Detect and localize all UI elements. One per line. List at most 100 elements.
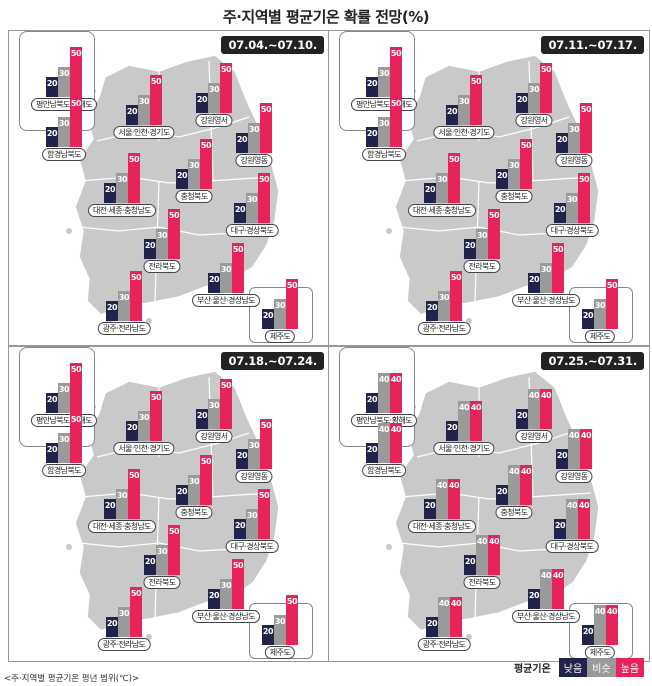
similar-probability-bar: 30 <box>156 229 168 259</box>
region-label: 전라북도 <box>463 576 501 589</box>
region-forecast: 20 30 50 강원영서 <box>169 47 259 127</box>
region-forecast: 20 30 50 광주·전라남도 <box>399 255 489 335</box>
low-probability-bar: 20 <box>104 183 116 203</box>
probability-bars: 20 30 50 <box>46 413 82 463</box>
similar-probability-bar: 30 <box>248 123 260 153</box>
similar-probability-bar: 30 <box>378 67 390 97</box>
probability-bars: 20 30 50 <box>554 173 590 223</box>
region-forecast: 20 30 50 대전·세종·충청남도 <box>77 137 167 217</box>
region-label: 서울·인천·경기도 <box>433 442 495 455</box>
low-probability-bar: 20 <box>424 499 436 519</box>
similar-probability-bar: 30 <box>458 95 470 125</box>
high-probability-bar: 50 <box>128 153 140 203</box>
low-probability-bar: 20 <box>46 77 58 97</box>
similar-probability-bar: 40 <box>438 597 450 637</box>
region-label: 충청북도 <box>495 506 533 519</box>
region-label: 대구·경상북도 <box>545 224 599 237</box>
similar-probability-bar: 30 <box>438 291 450 321</box>
high-probability-bar: 50 <box>130 271 142 321</box>
low-probability-bar: 20 <box>366 393 378 413</box>
similar-probability-bar: 40 <box>540 569 552 609</box>
region-forecast: 20 40 40 대전·세종·충청남도 <box>397 453 487 533</box>
region-label: 대구·경상북도 <box>225 540 279 553</box>
low-probability-bar: 20 <box>528 273 540 293</box>
region-forecast: 20 30 50 서울·인천·경기도 <box>99 375 189 455</box>
low-probability-bar: 20 <box>196 409 208 429</box>
region-forecast: 20 30 50 부산·울산·경상남도 <box>501 227 591 307</box>
probability-bars: 20 40 40 <box>582 605 618 645</box>
high-probability-bar: 50 <box>70 97 82 147</box>
region-label: 충청북도 <box>495 190 533 203</box>
high-probability-bar: 50 <box>580 103 592 153</box>
region-forecast: 20 30 50 대구·경상북도 <box>527 157 617 237</box>
probability-bars: 20 30 50 <box>104 153 140 203</box>
probability-bars: 20 30 50 <box>426 271 462 321</box>
region-label: 서울·인천·경기도 <box>113 126 175 139</box>
region-forecast: 20 30 50 제주도 <box>235 579 325 659</box>
probability-bars: 20 30 50 <box>176 455 212 505</box>
probability-bars: 20 30 50 <box>366 97 402 147</box>
probability-bars: 20 30 50 <box>196 379 232 429</box>
high-probability-bar: 40 <box>390 373 402 413</box>
similar-probability-bar: 40 <box>594 605 606 645</box>
low-probability-bar: 20 <box>582 625 594 645</box>
island-shape <box>386 544 392 550</box>
high-probability-bar: 50 <box>128 469 140 519</box>
high-probability-bar: 40 <box>606 605 618 645</box>
region-forecast: 20 30 50 강원영동 <box>209 403 299 483</box>
similar-probability-bar: 30 <box>58 383 70 413</box>
region-label: 제주도 <box>264 646 296 659</box>
low-probability-bar: 20 <box>496 485 508 505</box>
period-label: 07.04.~07.10. <box>221 36 324 54</box>
similar-probability-bar: 30 <box>274 299 286 329</box>
province-border <box>80 176 272 184</box>
region-forecast: 20 30 50 강원영동 <box>209 87 299 167</box>
low-probability-bar: 20 <box>208 273 220 293</box>
region-label: 광주·전라남도 <box>97 322 151 335</box>
region-label: 강원영동 <box>555 154 593 167</box>
probability-bars: 20 30 50 <box>262 595 298 645</box>
probability-bars: 20 30 50 <box>582 279 618 329</box>
probability-bars: 20 40 40 <box>366 423 402 463</box>
similar-probability-bar: 30 <box>274 615 286 645</box>
probability-bars: 20 40 40 <box>556 429 592 469</box>
region-forecast: 20 30 50 광주·전라남도 <box>79 255 169 335</box>
probability-bars: 20 30 50 <box>46 363 82 413</box>
region-label: 광주·전라남도 <box>417 322 471 335</box>
low-probability-bar: 20 <box>556 133 568 153</box>
probability-bars: 20 30 50 <box>424 153 460 203</box>
island-shape <box>66 228 72 234</box>
probability-bars: 20 30 50 <box>234 173 270 223</box>
high-probability-bar: 50 <box>232 243 244 293</box>
forecast-panel: 07.18.~07.24. 20 30 50 평안남북도·황해도 20 30 50 함경남북도 2… <box>8 346 330 662</box>
similar-probability-bar: 30 <box>528 83 540 113</box>
probability-bars: 20 30 50 <box>126 391 162 441</box>
similar-probability-bar: 40 <box>436 479 448 519</box>
low-probability-bar: 20 <box>366 77 378 97</box>
low-probability-bar: 20 <box>144 239 156 259</box>
high-probability-bar: 50 <box>390 47 402 97</box>
probability-bars: 20 40 40 <box>366 373 402 413</box>
probability-bars: 20 30 50 <box>556 103 592 153</box>
high-probability-bar: 40 <box>450 597 462 637</box>
similar-probability-bar: 40 <box>458 401 470 441</box>
probability-bars: 20 30 50 <box>104 469 140 519</box>
region-forecast: 20 30 50 평안남북도·황해도 <box>19 347 109 427</box>
similar-probability-bar: 30 <box>138 411 150 441</box>
probability-bars: 20 30 50 <box>106 271 142 321</box>
region-forecast: 20 30 50 충청북도 <box>149 123 239 203</box>
similar-probability-bar: 30 <box>116 489 128 519</box>
high-probability-bar: 50 <box>258 489 270 539</box>
region-forecast: 20 30 50 부산·울산·경상남도 <box>181 543 271 623</box>
low-probability-bar: 20 <box>46 443 58 463</box>
high-probability-bar: 40 <box>470 401 482 441</box>
region-label: 대전·세종·충청남도 <box>88 520 156 533</box>
low-probability-bar: 20 <box>106 301 118 321</box>
probability-bars: 20 40 40 <box>464 535 500 575</box>
region-forecast: 20 30 50 대구·경상북도 <box>207 157 297 237</box>
high-probability-bar: 40 <box>552 569 564 609</box>
probability-bars: 20 30 50 <box>144 209 180 259</box>
probability-bars: 20 40 40 <box>424 479 460 519</box>
high-probability-bar: 50 <box>578 173 590 223</box>
region-label: 광주·전라남도 <box>417 638 471 651</box>
